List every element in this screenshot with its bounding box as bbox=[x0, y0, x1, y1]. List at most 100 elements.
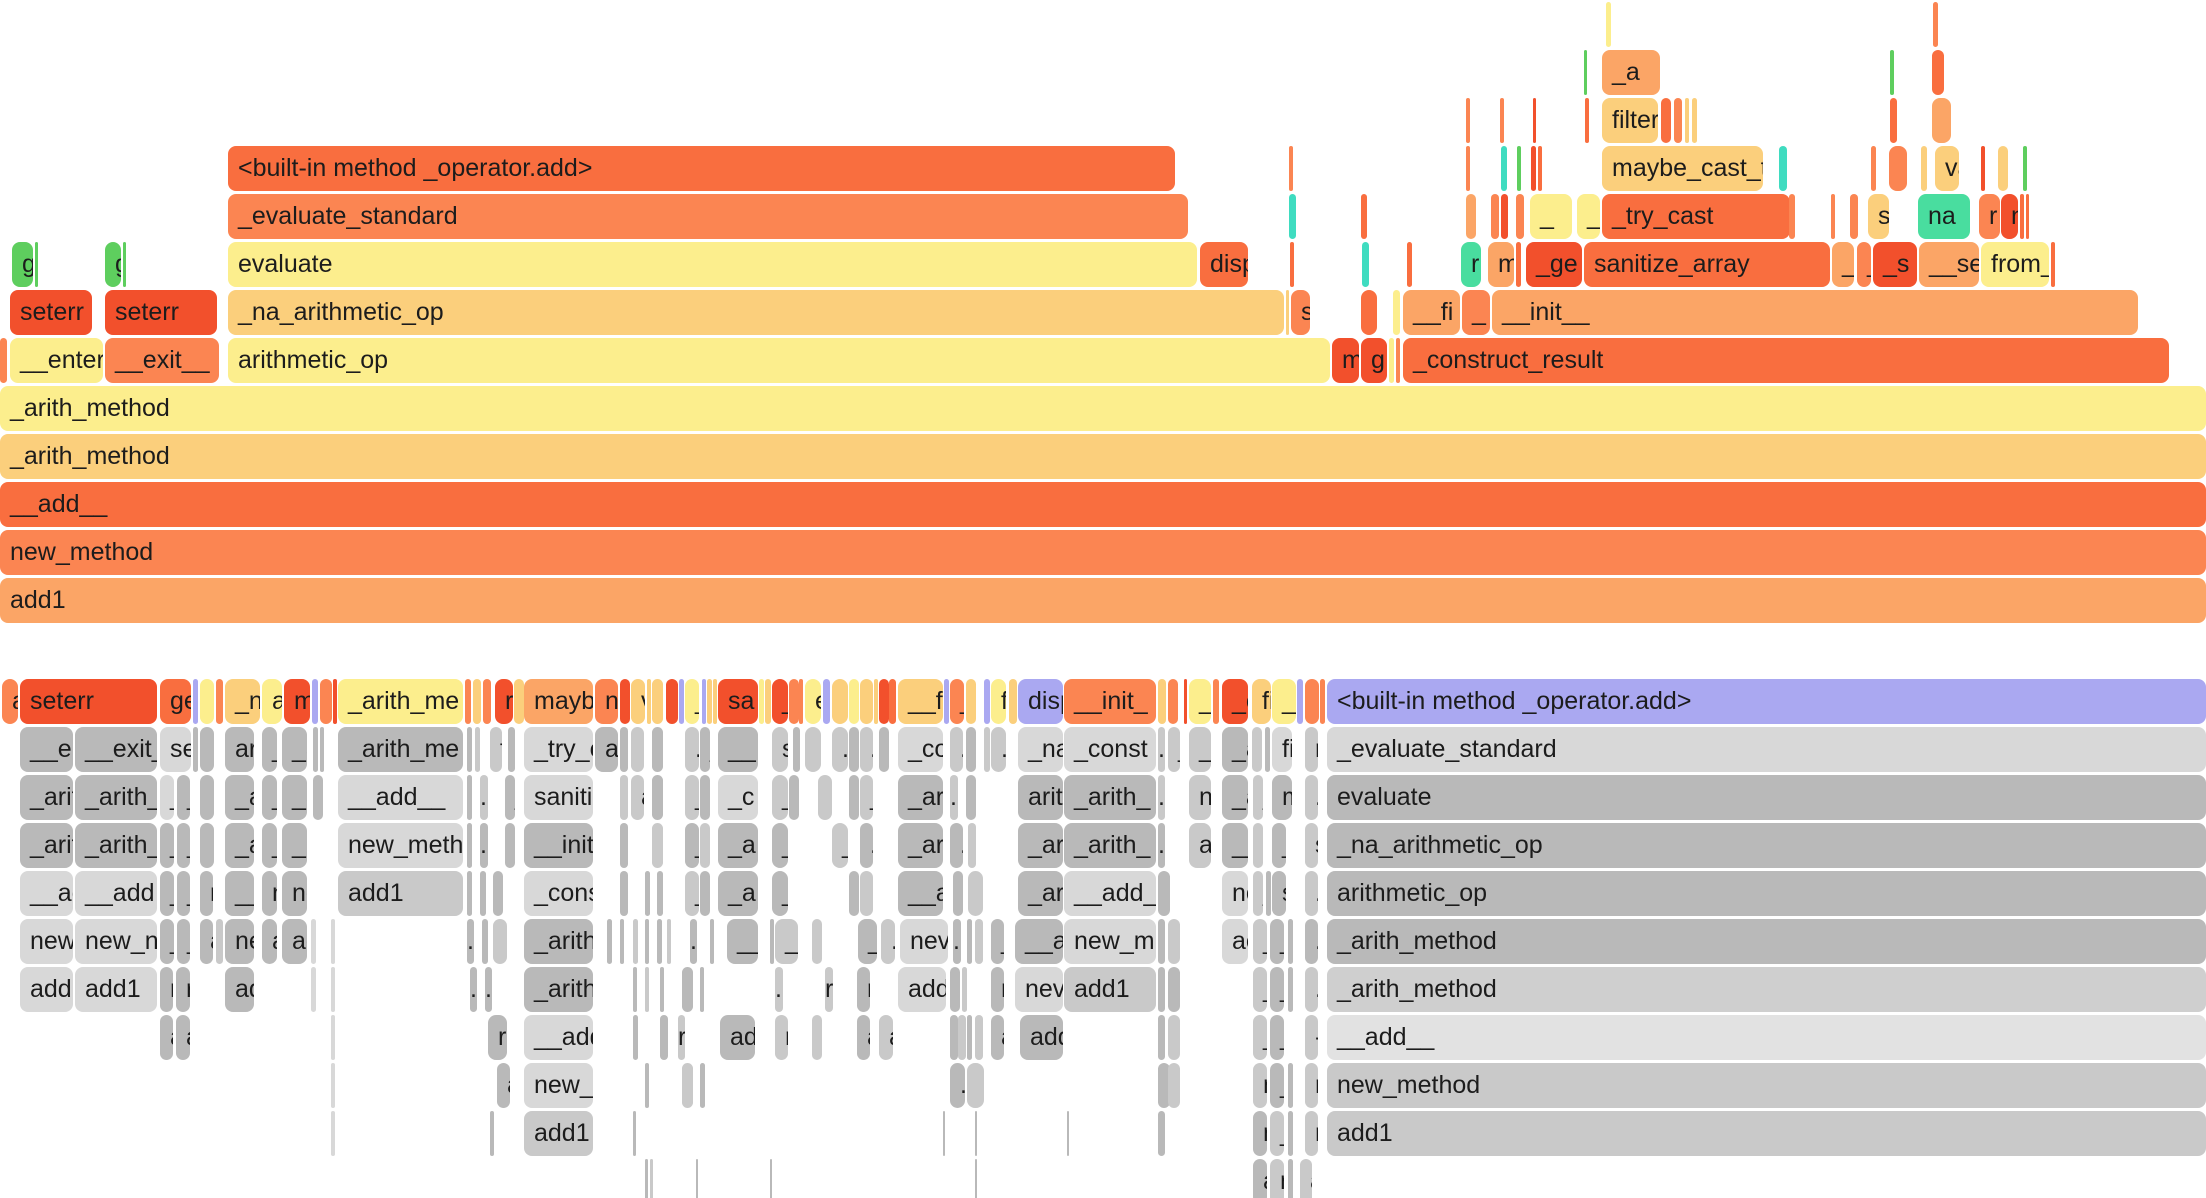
flame-frame[interactable]: disp bbox=[1018, 679, 1063, 724]
flame-frame[interactable] bbox=[320, 679, 332, 724]
flame-frame[interactable] bbox=[1585, 98, 1589, 143]
flame-frame[interactable]: r bbox=[1979, 194, 2000, 239]
flame-frame[interactable]: __add_ bbox=[1064, 871, 1156, 916]
flame-frame[interactable] bbox=[962, 967, 967, 1012]
flame-frame[interactable]: __init_ bbox=[1064, 679, 1156, 724]
flame-frame[interactable] bbox=[1685, 98, 1689, 143]
flame-frame[interactable]: a bbox=[200, 919, 213, 964]
flame-frame[interactable]: . bbox=[480, 823, 488, 868]
flame-frame[interactable]: n bbox=[1253, 1111, 1267, 1156]
flame-frame[interactable]: evaluate bbox=[228, 242, 1197, 287]
flame-frame[interactable]: evaluate bbox=[1327, 775, 2206, 820]
flame-frame[interactable]: __add__ bbox=[338, 775, 463, 820]
flame-frame[interactable]: f bbox=[991, 679, 1006, 724]
flame-frame[interactable]: _arith_method bbox=[0, 386, 2206, 431]
flame-frame[interactable]: g bbox=[12, 242, 33, 287]
flame-frame[interactable]: __exit_ bbox=[75, 727, 157, 772]
flame-frame[interactable] bbox=[1361, 194, 1367, 239]
flame-frame[interactable]: n bbox=[991, 967, 1004, 1012]
flame-frame[interactable]: seterr bbox=[20, 679, 157, 724]
flame-frame[interactable] bbox=[1158, 919, 1165, 964]
flame-frame[interactable] bbox=[645, 1063, 649, 1108]
flame-frame[interactable]: _ bbox=[160, 871, 174, 916]
flame-frame[interactable]: _arith_me bbox=[338, 679, 463, 724]
flame-frame[interactable] bbox=[793, 727, 800, 772]
flame-frame[interactable]: . bbox=[860, 727, 873, 772]
flame-frame[interactable] bbox=[660, 1015, 668, 1060]
flame-frame[interactable]: _ bbox=[950, 679, 964, 724]
flame-frame[interactable]: _ge bbox=[1526, 242, 1582, 287]
flame-frame[interactable]: _ bbox=[1857, 242, 1871, 287]
flame-frame[interactable]: . bbox=[1305, 871, 1318, 916]
flame-frame[interactable] bbox=[645, 1159, 648, 1198]
flame-frame[interactable] bbox=[1779, 146, 1787, 191]
flame-frame[interactable]: _ bbox=[860, 775, 873, 820]
flame-frame[interactable] bbox=[799, 679, 803, 724]
flame-frame[interactable]: r bbox=[678, 1015, 685, 1060]
flame-frame[interactable] bbox=[331, 1015, 335, 1060]
flame-frame[interactable] bbox=[1361, 290, 1377, 335]
flame-frame[interactable]: _ bbox=[160, 775, 174, 820]
flame-frame[interactable]: a bbox=[857, 1015, 870, 1060]
flame-frame[interactable]: _ bbox=[858, 919, 877, 964]
flame-frame[interactable]: m bbox=[1488, 242, 1514, 287]
flame-frame[interactable] bbox=[1831, 194, 1835, 239]
flame-frame[interactable]: new_r bbox=[524, 1063, 593, 1108]
flame-frame[interactable]: sanitize_array bbox=[1584, 242, 1830, 287]
flame-frame[interactable] bbox=[823, 679, 830, 724]
flame-frame[interactable] bbox=[657, 919, 662, 964]
flame-frame[interactable]: a bbox=[631, 775, 644, 820]
flame-frame[interactable]: _ bbox=[1270, 1111, 1284, 1156]
flame-frame[interactable]: _a bbox=[718, 871, 758, 916]
flame-frame[interactable]: ge bbox=[160, 679, 191, 724]
flame-frame[interactable]: s bbox=[772, 727, 788, 772]
flame-frame[interactable]: n bbox=[1189, 775, 1211, 820]
flame-frame[interactable]: _co bbox=[898, 727, 943, 772]
flame-frame[interactable] bbox=[1889, 146, 1907, 191]
flame-frame[interactable]: _ bbox=[177, 823, 190, 868]
flame-frame[interactable] bbox=[631, 727, 644, 772]
flame-frame[interactable] bbox=[331, 967, 335, 1012]
flame-frame[interactable] bbox=[770, 919, 774, 964]
flame-frame[interactable] bbox=[713, 679, 717, 724]
flame-frame[interactable] bbox=[1932, 98, 1951, 143]
flame-frame[interactable] bbox=[1501, 146, 1507, 191]
flame-frame[interactable]: n bbox=[1253, 1063, 1267, 1108]
flame-frame[interactable] bbox=[1158, 967, 1165, 1012]
flame-frame[interactable] bbox=[473, 679, 481, 724]
flame-frame[interactable] bbox=[1921, 146, 1927, 191]
flame-frame[interactable] bbox=[508, 727, 515, 772]
flame-frame[interactable] bbox=[2023, 146, 2027, 191]
flame-frame[interactable]: _ bbox=[262, 727, 277, 772]
flame-frame[interactable]: _ bbox=[177, 775, 190, 820]
flame-frame[interactable] bbox=[645, 919, 649, 964]
flame-frame[interactable] bbox=[313, 727, 318, 772]
flame-frame[interactable] bbox=[770, 1159, 772, 1198]
flame-frame[interactable]: _a bbox=[225, 823, 254, 868]
flame-frame[interactable] bbox=[1297, 679, 1303, 724]
flame-frame[interactable]: __add bbox=[75, 871, 157, 916]
flame-frame[interactable]: a bbox=[682, 967, 693, 1012]
flame-frame[interactable]: _ bbox=[177, 871, 190, 916]
flame-frame[interactable]: __se bbox=[1919, 242, 1979, 287]
flame-frame[interactable] bbox=[1932, 50, 1944, 95]
flame-frame[interactable]: _ bbox=[1577, 194, 1600, 239]
flame-frame[interactable] bbox=[647, 679, 651, 724]
flame-frame[interactable] bbox=[1606, 2, 1611, 47]
flame-frame[interactable] bbox=[950, 1015, 958, 1060]
flame-frame[interactable]: _ bbox=[685, 679, 699, 724]
flame-frame[interactable]: _ar bbox=[898, 775, 943, 820]
flame-frame[interactable] bbox=[967, 1015, 972, 1060]
flame-frame[interactable]: _ bbox=[1189, 679, 1211, 724]
flame-frame[interactable]: _ bbox=[991, 919, 1004, 964]
flame-frame[interactable]: a bbox=[262, 919, 277, 964]
flame-frame[interactable] bbox=[645, 871, 650, 916]
flame-frame[interactable]: . bbox=[950, 1063, 965, 1108]
flame-frame[interactable]: add1 bbox=[1327, 1111, 2206, 1156]
flame-frame[interactable] bbox=[200, 823, 214, 868]
flame-frame[interactable]: a bbox=[991, 1015, 1004, 1060]
flame-frame[interactable]: _c bbox=[718, 775, 758, 820]
flame-frame[interactable]: _ bbox=[1270, 1015, 1284, 1060]
flame-frame[interactable] bbox=[879, 679, 889, 724]
flame-frame[interactable]: _ bbox=[1253, 967, 1267, 1012]
